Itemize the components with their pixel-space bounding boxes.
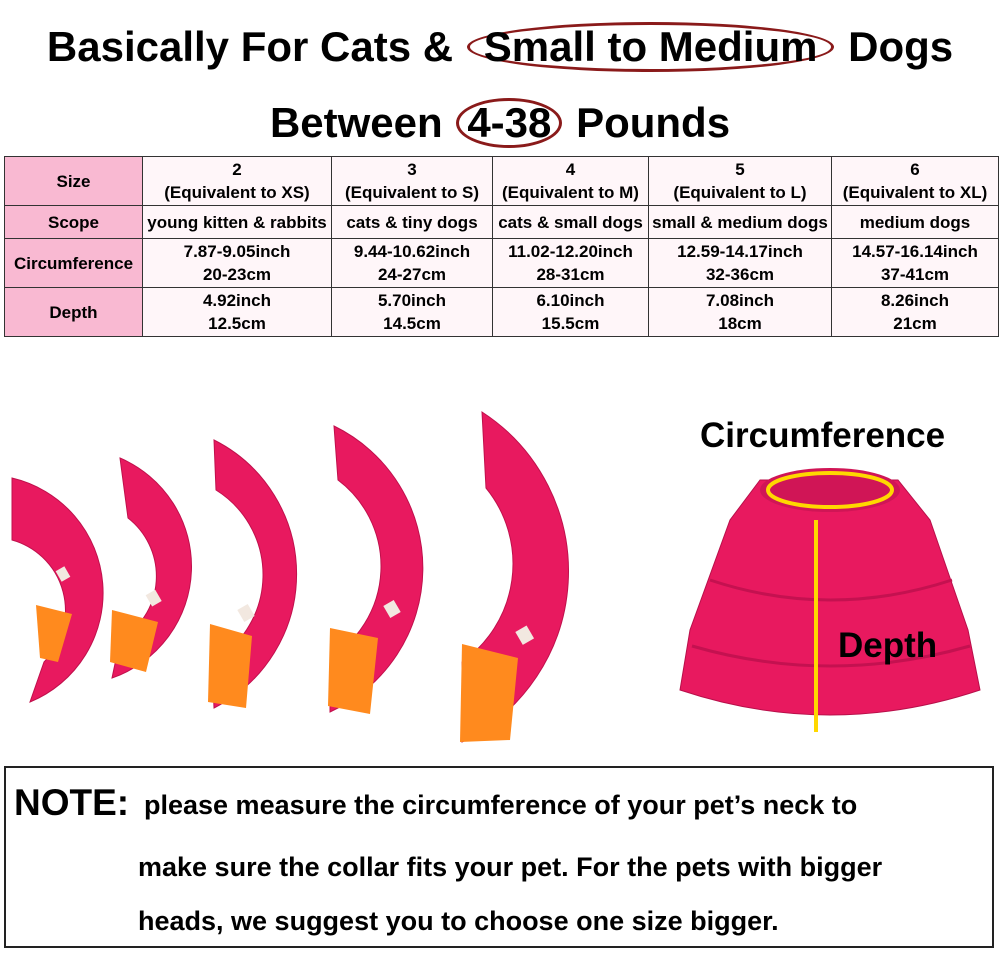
size-chart-table: Size 2 (Equivalent to XS) 3 (Equivalent to… xyxy=(4,156,999,337)
circled-highlight: Small to Medium xyxy=(466,22,835,72)
size-cell: 4 (Equivalent to M) xyxy=(492,156,649,206)
collar-size-2 xyxy=(11,477,104,703)
headline-line-1: Basically For Cats & Small to Medium Dog… xyxy=(0,22,1000,72)
headline-text: Basically For Cats & xyxy=(46,23,454,70)
note-line: make sure the collar fits your pet. For … xyxy=(138,852,883,882)
collar-size-4 xyxy=(208,439,298,709)
table-row-depth: Depth 4.92inch 12.5cm 5.70inch 14.5cm 6.10… xyxy=(4,287,999,337)
headline-line-2: Between 4-38 Pounds xyxy=(0,98,1000,148)
headline-text: Pounds xyxy=(576,99,731,146)
scope-cell: medium dogs xyxy=(831,205,999,239)
collar-size-5 xyxy=(328,425,424,714)
circumference-cell: 11.02-12.20inch 28-31cm xyxy=(492,238,649,288)
depth-cell: 6.10inch 15.5cm xyxy=(492,287,649,337)
table-row-circumference: Circumference 7.87-9.05inch 20-23cm 9.44-… xyxy=(4,238,999,288)
circumference-label: Circumference xyxy=(700,416,946,455)
scope-cell: young kitten & rabbits xyxy=(142,205,332,239)
headline-text: Between xyxy=(269,99,443,146)
depth-cell: 7.08inch 18cm xyxy=(648,287,832,337)
row-header-scope: Scope xyxy=(4,205,143,239)
note-title: NOTE: xyxy=(14,782,130,823)
row-header-depth: Depth xyxy=(4,287,143,337)
row-header-size: Size xyxy=(4,156,143,206)
headline-text: Dogs xyxy=(848,23,954,70)
circumference-cell: 12.59-14.17inch 32-36cm xyxy=(648,238,832,288)
size-cell: 2 (Equivalent to XS) xyxy=(142,156,332,206)
cone-diagram xyxy=(679,468,981,732)
size-cell: 6 (Equivalent to XL) xyxy=(831,156,999,206)
depth-label: Depth xyxy=(838,626,938,665)
scope-cell: small & medium dogs xyxy=(648,205,832,239)
table-row-scope: Scope young kitten & rabbits cats & tiny… xyxy=(4,205,999,239)
depth-cell: 8.26inch 21cm xyxy=(831,287,999,337)
circumference-cell: 7.87-9.05inch 20-23cm xyxy=(142,238,332,288)
size-cell: 5 (Equivalent to L) xyxy=(648,156,832,206)
collar-size-3 xyxy=(110,457,192,679)
scope-cell: cats & small dogs xyxy=(492,205,649,239)
depth-cell: 4.92inch 12.5cm xyxy=(142,287,332,337)
note-box: NOTE: please measure the circumference o… xyxy=(4,766,994,948)
table-row-size: Size 2 (Equivalent to XS) 3 (Equivalent to… xyxy=(4,156,999,206)
size-cell: 3 (Equivalent to S) xyxy=(331,156,493,206)
scope-cell: cats & tiny dogs xyxy=(331,205,493,239)
circumference-guide xyxy=(766,471,894,509)
note-line: please measure the circumference of your… xyxy=(144,790,858,820)
depth-cell: 5.70inch 14.5cm xyxy=(331,287,493,337)
circled-highlight: 4-38 xyxy=(456,98,563,148)
collar-sizes-illustration xyxy=(11,411,569,743)
row-header-circumference: Circumference xyxy=(4,238,143,288)
circumference-cell: 9.44-10.62inch 24-27cm xyxy=(331,238,493,288)
note-line: heads, we suggest you to choose one size… xyxy=(138,906,779,936)
circumference-cell: 14.57-16.14inch 37-41cm xyxy=(831,238,999,288)
collar-size-6 xyxy=(460,411,569,743)
